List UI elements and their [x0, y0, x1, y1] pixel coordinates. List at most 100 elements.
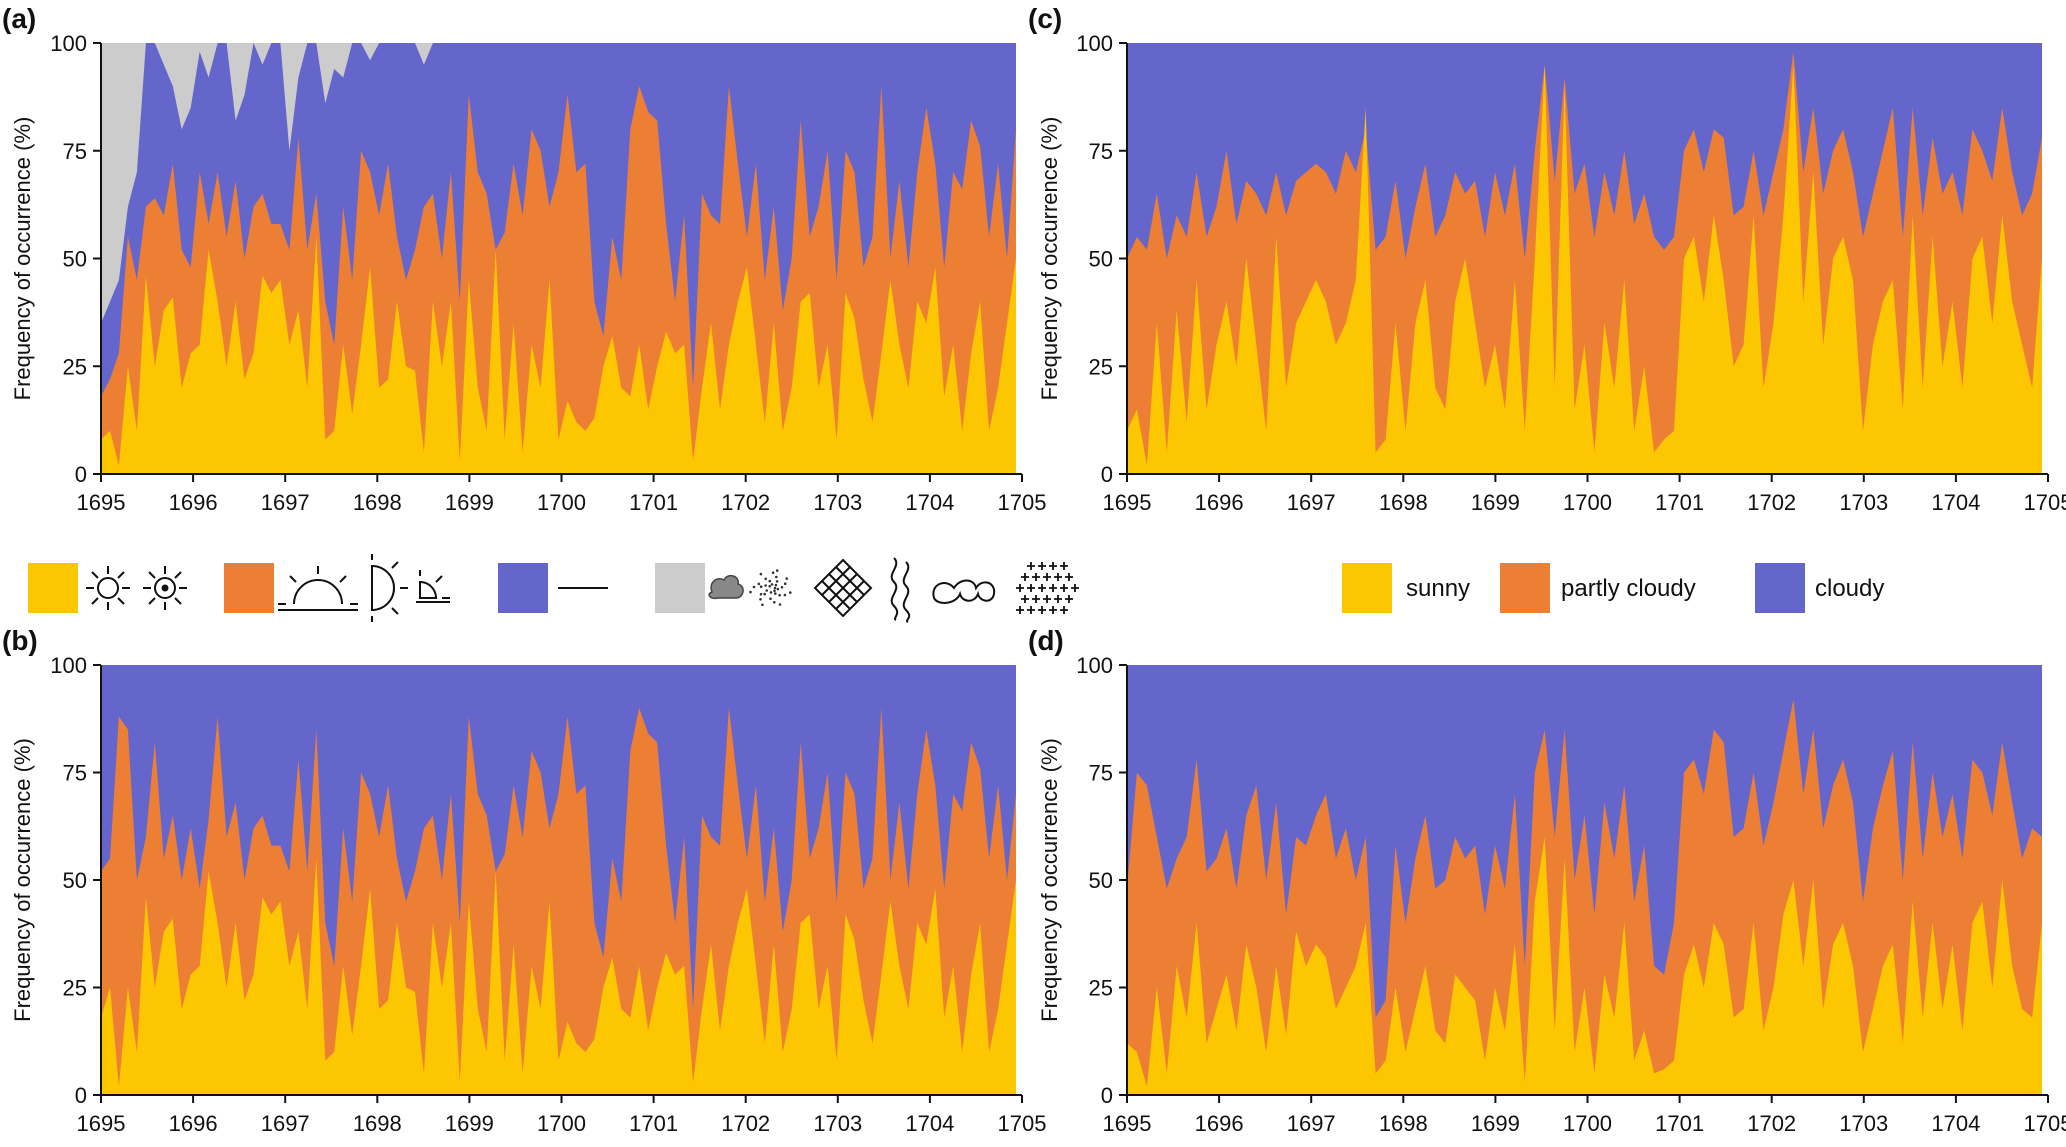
area-series-partly [101, 708, 1016, 1095]
quarter-sun-icon [416, 570, 450, 603]
panel-label: (d) [1028, 625, 1064, 656]
x-tick-label: 1703 [1839, 1111, 1888, 1136]
text-legend-label-partly: partly cloudy [1561, 575, 1696, 602]
x-tick-label: 1696 [1195, 1111, 1244, 1136]
drizzle-dots-icon [749, 569, 792, 607]
y-tick-label: 75 [63, 139, 87, 164]
x-tick-label: 1702 [721, 1111, 770, 1136]
x-tick-label: 1701 [1655, 1111, 1704, 1136]
legend-swatch-partly [224, 563, 274, 613]
y-axis-label: Frequency of occurrence (%) [1037, 117, 1062, 401]
symbol-legend [28, 554, 1079, 623]
x-tick-label: 1700 [537, 1111, 586, 1136]
x-tick-label: 1695 [1103, 1111, 1152, 1136]
x-tick-label: 1700 [537, 490, 586, 515]
x-tick-label: 1701 [629, 1111, 678, 1136]
half-sun-icon [278, 566, 358, 611]
panel-label: (b) [2, 625, 38, 656]
x-tick-label: 1704 [1931, 1111, 1980, 1136]
chart-panel-b: 0 25 50 75 100 1695 1696 1697 1698 1699 1700 1701 17… [2, 625, 1046, 1136]
x-tick-label: 1695 [77, 1111, 126, 1136]
x-tick-label: 1699 [445, 1111, 494, 1136]
x-tick-label: 1698 [353, 490, 402, 515]
x-tick-label: 1702 [1747, 490, 1796, 515]
x-tick-label: 1696 [1195, 490, 1244, 515]
y-axis-label: Frequency of occurrence (%) [10, 738, 35, 1022]
x-tick-label: 1696 [169, 1111, 218, 1136]
area-series-sunny [1127, 837, 2042, 1095]
x-tick-label: 1699 [1471, 1111, 1520, 1136]
text-legend-swatch-sunny [1342, 563, 1392, 613]
panel-label: (c) [1028, 3, 1062, 34]
cloud-blob-icon [708, 574, 744, 600]
y-tick-label: 100 [50, 653, 87, 678]
legend-swatch-cloudy [498, 563, 548, 613]
x-tick-label: 1697 [1287, 490, 1336, 515]
x-tick-label: 1697 [261, 1111, 310, 1136]
y-tick-label: 0 [1101, 462, 1113, 487]
x-tick-label: 1697 [261, 490, 310, 515]
y-tick-label: 75 [1089, 139, 1113, 164]
y-tick-label: 0 [1101, 1083, 1113, 1108]
y-tick-label: 25 [63, 354, 87, 379]
y-tick-label: 100 [50, 31, 87, 56]
y-tick-label: 0 [75, 462, 87, 487]
x-tick-label: 1702 [1747, 1111, 1796, 1136]
y-tick-label: 75 [1089, 761, 1113, 786]
y-axis-label: Frequency of occurrence (%) [1037, 738, 1062, 1022]
x-tick-label: 1703 [813, 1111, 862, 1136]
y-tick-label: 0 [75, 1083, 87, 1108]
area-series-sunny [101, 858, 1016, 1095]
area-series-sunny [101, 236, 1016, 474]
sun-rays-icon [86, 566, 130, 610]
chart-panel-d: 0 25 50 75 100 1695 1696 1697 1698 1699 1700 1701 17… [1028, 625, 2066, 1136]
x-tick-label: 1696 [169, 490, 218, 515]
x-tick-label: 1704 [1931, 490, 1980, 515]
half-sun-vertical-icon [371, 554, 408, 622]
x-tick-label: 1704 [905, 490, 954, 515]
y-tick-label: 25 [63, 976, 87, 1001]
x-tick-label: 1705 [2024, 490, 2066, 515]
y-tick-label: 25 [1089, 354, 1113, 379]
x-tick-label: 1701 [1655, 490, 1704, 515]
x-tick-label: 1695 [77, 490, 126, 515]
y-tick-label: 100 [1076, 31, 1113, 56]
x-tick-label: 1705 [2024, 1111, 2066, 1136]
y-tick-label: 50 [1089, 868, 1113, 893]
text-legend-label-cloudy: cloudy [1815, 575, 1884, 602]
y-tick-label: 50 [63, 247, 87, 272]
x-tick-label: 1701 [629, 490, 678, 515]
sun-dot-icon [143, 566, 187, 610]
x-tick-label: 1703 [813, 490, 862, 515]
text-legend-label-sunny: sunny [1406, 575, 1470, 602]
x-tick-label: 1705 [998, 490, 1047, 515]
y-tick-label: 50 [1089, 247, 1113, 272]
x-tick-label: 1704 [905, 1111, 954, 1136]
area-series-sunny [1127, 64, 2042, 474]
x-tick-label: 1705 [998, 1111, 1047, 1136]
x-tick-label: 1695 [1103, 490, 1152, 515]
legend-swatch-fog [655, 563, 705, 613]
y-tick-label: 75 [63, 761, 87, 786]
area-series-partly [101, 86, 1016, 474]
x-tick-label: 1700 [1563, 490, 1612, 515]
x-tick-label: 1698 [1379, 1111, 1428, 1136]
x-tick-label: 1700 [1563, 1111, 1612, 1136]
chart-panel-a: 0 25 50 75 100 1695 1696 1697 1698 1699 1700 1701 17… [2, 3, 1046, 515]
x-tick-label: 1698 [353, 1111, 402, 1136]
x-tick-label: 1698 [1379, 490, 1428, 515]
loops-icon [932, 579, 996, 604]
y-axis-label: Frequency of occurrence (%) [10, 117, 35, 401]
wavy-lines-icon [890, 557, 911, 623]
x-tick-label: 1699 [445, 490, 494, 515]
x-tick-label: 1703 [1839, 490, 1888, 515]
x-tick-label: 1699 [1471, 490, 1520, 515]
text-legend: sunny partly cloudy cloudy [1342, 563, 1884, 613]
text-legend-swatch-partly [1500, 563, 1550, 613]
x-tick-label: 1702 [721, 490, 770, 515]
text-legend-swatch-cloudy [1755, 563, 1805, 613]
legend-swatch-sunny [28, 563, 78, 613]
crosses-icon [1016, 562, 1079, 614]
panel-label: (a) [2, 3, 36, 34]
